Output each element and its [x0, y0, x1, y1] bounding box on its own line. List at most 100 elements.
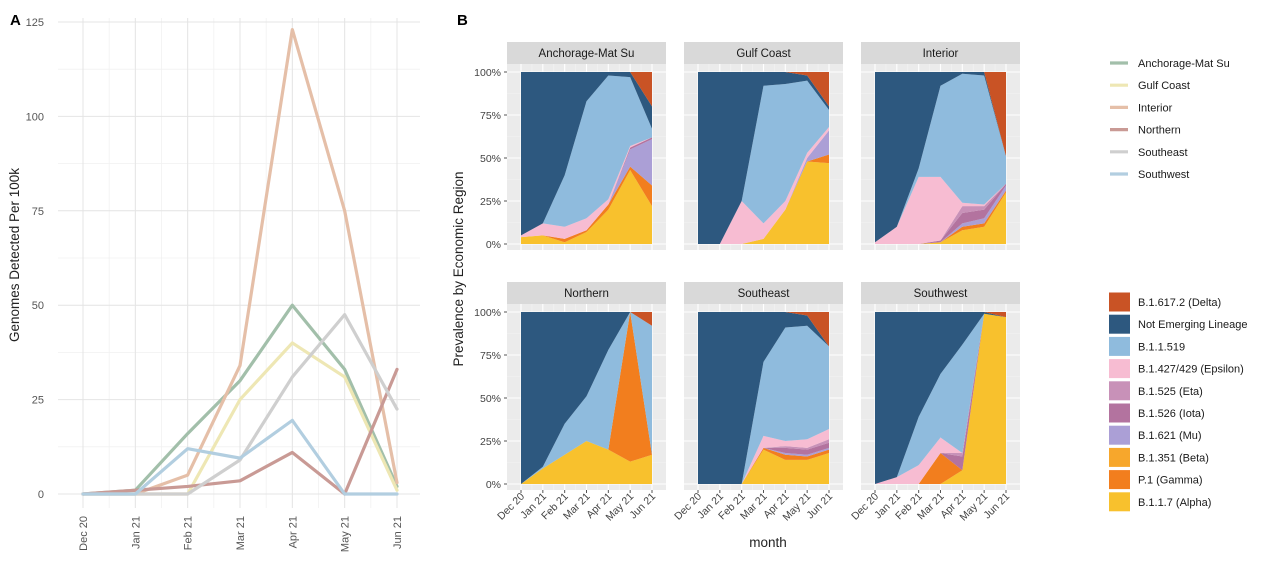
area-b-1-526-iota-	[698, 442, 829, 484]
area-not-emerging-lineage	[875, 312, 1006, 484]
y-tick-label: 0	[38, 489, 44, 501]
y-tick-label: 0%	[486, 479, 501, 491]
facet-strip	[861, 42, 1020, 64]
y-tick-label: 75	[32, 206, 44, 218]
facet-title: Gulf Coast	[736, 48, 791, 60]
area-p-1-gamma-	[698, 447, 829, 484]
facet-strip	[861, 282, 1020, 304]
facet-title: Anchorage-Mat Su	[539, 48, 635, 60]
x-tick-label: May 21	[340, 516, 352, 552]
legend-label: Not Emerging Lineage	[1138, 319, 1247, 331]
legend-label: Anchorage-Mat Su	[1138, 58, 1230, 70]
area-b-1-1-519	[698, 80, 829, 244]
area-b-1-1-519	[698, 325, 829, 484]
area-b-1-617-2-delta-	[521, 72, 652, 107]
facet-strip	[507, 282, 666, 304]
area-not-emerging-lineage	[521, 312, 652, 484]
legend-color-swatch	[1109, 381, 1130, 401]
facet-strip	[507, 42, 666, 64]
legend-color-swatch	[1109, 336, 1130, 356]
legend-color-swatch	[1109, 359, 1130, 379]
area-b-1-427-429-epsilon-	[698, 428, 829, 484]
legend-label: Gulf Coast	[1138, 80, 1190, 92]
panel-b-faceted-area-chart: Anchorage-Mat Su 0% 25% 50% 75% 100% Gulf Coas…	[474, 42, 1020, 523]
area-b-1-1-7-alpha-	[875, 313, 1006, 484]
area-b-1-1-7-alpha-	[698, 161, 829, 244]
area-b-1-617-2-delta-	[521, 312, 652, 326]
facet-anchorage-mat-su: Anchorage-Mat Su 0% 25% 50% 75% 100%	[474, 42, 666, 251]
y-tick-label: 75%	[480, 110, 501, 122]
y-tick-label: 25%	[480, 436, 501, 448]
panel-a-line-chart: 0 25 50 75 100 125 Dec 20 Jan 21 Feb 21 Mar 21 Apr…	[26, 17, 420, 552]
panel-a-y-axis-title: Genomes Detected Per 100k	[7, 168, 22, 342]
panel-b-y-axis-title: Prevalence by Economic Region	[451, 171, 466, 366]
x-tick-label: Mar 21	[235, 516, 247, 550]
panel-b-label: B	[457, 12, 468, 29]
x-tick-label: Jun 21	[392, 516, 404, 549]
area-b-1-617-2-delta-	[698, 72, 829, 107]
y-tick-label: 0%	[486, 239, 501, 251]
area-b-1-1-519	[875, 313, 1006, 484]
y-tick-label: 75%	[480, 350, 501, 362]
legend-label: B.1.427/429 (Epsilon)	[1138, 364, 1244, 376]
legend-label: B.1.526 (Iota)	[1138, 408, 1205, 420]
area-b-1-1-519	[521, 312, 652, 484]
y-tick-label: 25	[32, 395, 44, 407]
area-b-1-427-429-epsilon-	[875, 176, 1006, 244]
area-b-1-617-2-delta-	[875, 312, 1006, 318]
area-not-emerging-lineage	[698, 312, 829, 484]
area-b-1-1-7-alpha-	[698, 449, 829, 484]
y-tick-label: 100%	[474, 307, 501, 319]
facet-title: Southwest	[914, 288, 969, 300]
facet-interior: Interior	[861, 42, 1020, 250]
y-tick-label: 50	[32, 300, 44, 312]
area-b-1-427-429-epsilon-	[875, 313, 1006, 484]
facet-strip	[684, 282, 843, 304]
area-b-1-1-519	[521, 75, 652, 236]
legend-label: B.1.351 (Beta)	[1138, 452, 1209, 464]
y-tick-label: 100%	[474, 67, 501, 79]
area-not-emerging-lineage	[698, 72, 829, 244]
legend-color-swatch	[1109, 470, 1130, 490]
y-tick-label: 100	[26, 111, 44, 123]
legend-label: B.1.1.519	[1138, 341, 1185, 353]
area-b-1-621-mu-	[521, 139, 652, 239]
area-b-1-1-519	[875, 73, 1006, 243]
facet-title: Interior	[923, 48, 959, 60]
y-tick-label: 125	[26, 17, 44, 29]
x-tick-label: Dec 20	[78, 516, 90, 551]
legend-label: Southwest	[1138, 169, 1189, 181]
legend-label: B.1.621 (Mu)	[1138, 430, 1202, 442]
legend-label: P.1 (Gamma)	[1138, 475, 1203, 487]
area-b-1-1-7-alpha-	[521, 170, 652, 244]
legend-label: B.1.525 (Eta)	[1138, 386, 1203, 398]
x-tick-label: Jan 21	[130, 516, 142, 549]
x-tick-label: Feb 21	[183, 516, 195, 550]
y-tick-label: 50%	[480, 153, 501, 165]
legend-color-swatch	[1109, 292, 1130, 312]
legend-label: Southeast	[1138, 147, 1188, 159]
area-b-1-1-7-alpha-	[521, 441, 652, 484]
legend-color-swatch	[1109, 314, 1130, 334]
legend-color-swatch	[1109, 447, 1130, 467]
facet-title: Northern	[564, 288, 609, 300]
legend-label: B.1.1.7 (Alpha)	[1138, 497, 1211, 509]
area-b-1-617-2-delta-	[698, 312, 829, 347]
facet-title: Southeast	[738, 288, 791, 300]
legend-label: Northern	[1138, 125, 1181, 137]
y-tick-label: 25%	[480, 196, 501, 208]
legend-label: Interior	[1138, 102, 1173, 114]
area-b-1-427-429-epsilon-	[521, 137, 652, 239]
panel-a-label: A	[10, 12, 21, 29]
legend-label: B.1.617.2 (Delta)	[1138, 297, 1221, 309]
facet-strip	[684, 42, 843, 64]
x-tick-label: Apr 21	[287, 516, 299, 548]
series-line-southwest	[81, 418, 399, 496]
legend-color-swatch	[1109, 403, 1130, 423]
legend-color-swatch	[1109, 492, 1130, 512]
lineage-legend: B.1.617.2 (Delta) Not Emerging Lineage B.1…	[1109, 292, 1247, 512]
